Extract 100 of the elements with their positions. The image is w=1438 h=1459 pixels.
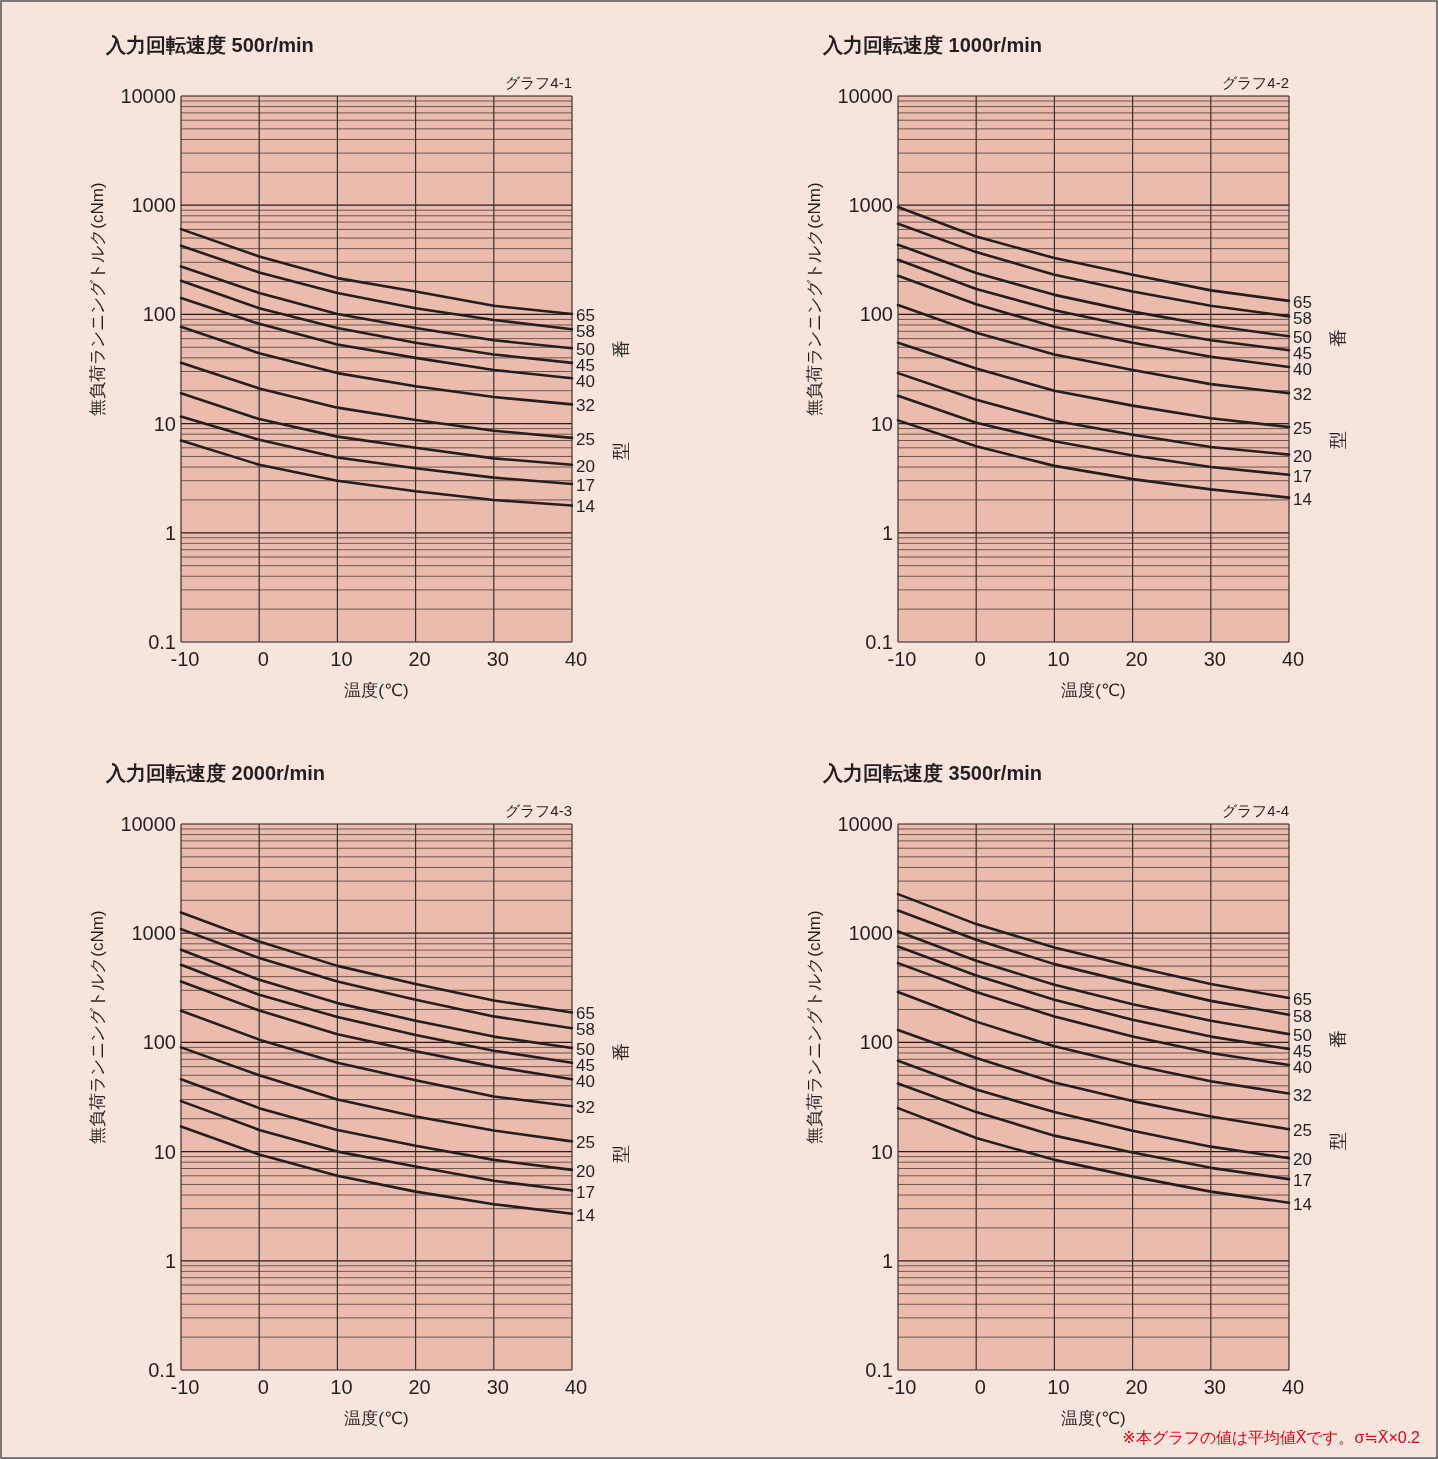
x-axis-title: 温度(℃) (344, 1409, 409, 1428)
line-series (179, 244, 574, 331)
x-tick-label: 40 (1281, 1376, 1305, 1398)
x-tick-label: 40 (564, 1376, 588, 1398)
line-series (896, 1082, 1291, 1181)
x-tick-label: 40 (564, 648, 588, 670)
line-series (896, 1028, 1291, 1131)
y-tick-label: 100 (859, 1031, 893, 1054)
y-tick-label: 1000 (131, 922, 176, 945)
x-tick-label: 10 (330, 648, 353, 670)
line-series (179, 296, 574, 380)
legend-title: 型番 (611, 1043, 631, 1164)
series-label: 32 (1293, 1085, 1312, 1105)
y-tick-label: 1 (881, 1249, 893, 1272)
series-label: 17 (1293, 466, 1312, 486)
x-axis-title: 温度(℃) (344, 681, 409, 700)
chart-title: 入力回転速度 3500r/min (822, 762, 1042, 784)
y-tick-label: 100 (859, 303, 893, 326)
y-tick-label: 1000 (848, 194, 893, 217)
x-tick-label: 10 (330, 1376, 353, 1398)
series-label: 20 (1293, 1150, 1312, 1170)
line-series (179, 1077, 574, 1172)
line-series (179, 279, 574, 365)
y-axis-title: 無負荷ランニングトルク(cNm) (805, 182, 824, 416)
y-tick-label: 1 (164, 1249, 176, 1272)
series-label: 25 (576, 1133, 595, 1153)
text: グラフ4-1 (505, 74, 572, 91)
line-series (179, 911, 574, 1014)
line-series (896, 1106, 1291, 1205)
x-tick-label: 0 (974, 648, 986, 670)
x-tick-label: 30 (1203, 1376, 1226, 1398)
series-label: 14 (1293, 489, 1312, 509)
line-series (179, 1009, 574, 1108)
series-label: 20 (576, 456, 595, 476)
x-tick-label: 40 (1281, 648, 1305, 670)
chart-title: 入力回転速度 2000r/min (105, 762, 325, 784)
line-series (896, 303, 1291, 395)
text: ※本グラフの値は平均値X̄です。σ≒X̄×0.2 (1122, 1429, 1421, 1446)
line-series (896, 419, 1291, 499)
series-label: 25 (1293, 419, 1312, 439)
series-label: 25 (576, 429, 595, 449)
series-label: 20 (576, 1161, 595, 1181)
y-tick-label: 10000 (837, 85, 893, 107)
y-tick-label: 1 (881, 521, 893, 544)
x-tick-label: 30 (1203, 648, 1226, 670)
series-label: 32 (1293, 385, 1312, 405)
x-tick-label: 30 (486, 648, 509, 670)
line-series (896, 258, 1291, 352)
series-label: 14 (1293, 1194, 1312, 1214)
y-tick-label: 1000 (131, 194, 176, 217)
chart-title: 入力回転速度 500r/min (105, 34, 314, 56)
y-tick-label: 100 (142, 1031, 176, 1054)
x-tick-label: 20 (1125, 1376, 1148, 1398)
series-label: 32 (576, 396, 595, 416)
line-series (179, 948, 574, 1050)
line-series (179, 415, 574, 486)
line-series (179, 1099, 574, 1192)
series-label: 17 (576, 1182, 595, 1202)
y-tick-label: 10 (870, 412, 893, 435)
x-tick-label: 10 (1047, 1376, 1070, 1398)
x-tick-label: 0 (257, 648, 269, 670)
line-series (179, 980, 574, 1081)
series-label: 14 (576, 497, 595, 517)
y-tick-label: 10000 (120, 85, 176, 107)
line-series (896, 1059, 1291, 1160)
x-tick-label: 30 (486, 1376, 509, 1398)
series-label: 17 (576, 475, 595, 495)
line-series (896, 371, 1291, 456)
legend-title: 型番 (1328, 1030, 1348, 1151)
series-label: 20 (1293, 446, 1312, 466)
x-tick-label: 0 (257, 1376, 269, 1398)
line-series (179, 361, 574, 440)
line-series (896, 909, 1291, 1017)
y-tick-label: 10 (153, 412, 176, 435)
x-tick-label: 20 (1125, 648, 1148, 670)
line-series (179, 963, 574, 1065)
y-tick-label: 10 (153, 1140, 176, 1163)
y-tick-label: 100 (142, 303, 176, 326)
series-label: 14 (576, 1205, 595, 1225)
y-tick-label: 10 (870, 1140, 893, 1163)
line-series (896, 394, 1291, 477)
chart-title: 入力回転速度 1000r/min (822, 34, 1042, 56)
legend-title: 型番 (1328, 329, 1348, 450)
text: グラフ4-4 (1222, 802, 1289, 819)
line-series (896, 243, 1291, 338)
line-series (179, 927, 574, 1030)
line-series (179, 1125, 574, 1215)
y-tick-label: 1000 (848, 922, 893, 945)
text: グラフ4-2 (1222, 74, 1289, 91)
y-axis-title: 無負荷ランニングトルク(cNm) (88, 910, 107, 1144)
line-series (896, 945, 1291, 1051)
line-series (896, 892, 1291, 1000)
line-series (179, 265, 574, 350)
x-tick-label: 10 (1047, 648, 1070, 670)
x-axis-title: 温度(℃) (1061, 1409, 1126, 1428)
legend-title: 型番 (611, 339, 631, 460)
line-series (896, 990, 1291, 1095)
x-tick-label: 20 (408, 1376, 431, 1398)
text: グラフ4-3 (505, 802, 572, 819)
series-label: 25 (1293, 1121, 1312, 1141)
